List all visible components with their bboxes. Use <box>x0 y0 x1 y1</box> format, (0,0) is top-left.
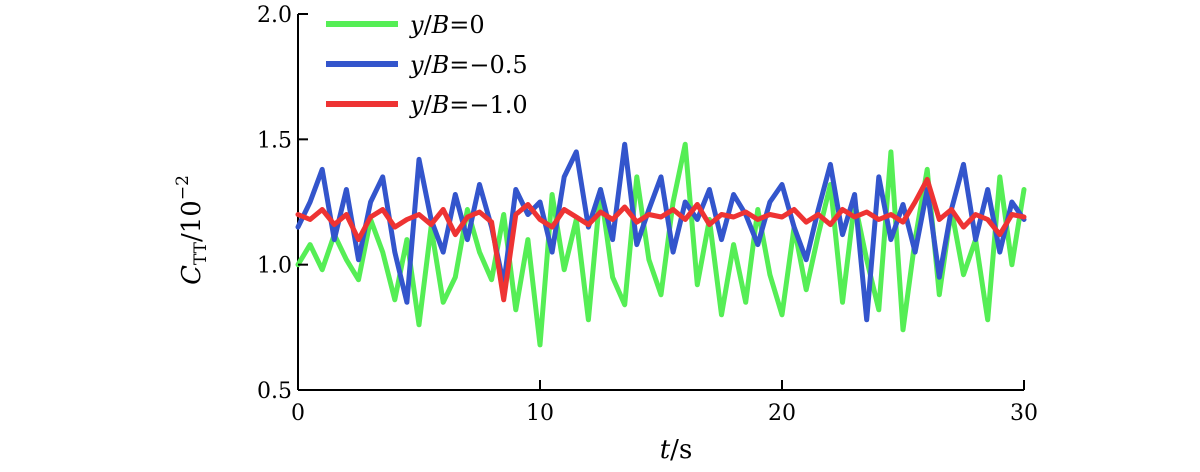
x-tick-label: 10 <box>526 401 554 426</box>
y-axis-sub: TT <box>191 241 211 265</box>
legend: y/B=0 y/B=−0.5 y/B=−1.0 <box>326 11 528 119</box>
legend-label-3: y/B=−1.0 <box>409 91 528 119</box>
y-tick-label: 1.5 <box>257 128 292 153</box>
y-tick-label: 2.0 <box>257 3 292 28</box>
legend-label-1: y/B=0 <box>409 11 485 39</box>
series-line-2 <box>295 141 1027 323</box>
x-ticks: 0 10 20 30 <box>291 380 1038 426</box>
series-layer <box>295 141 1027 348</box>
x-axis-label-text: t/s <box>660 435 693 465</box>
y-axis-exp: −2 <box>173 175 193 200</box>
series-line-1 <box>295 141 1027 348</box>
plot-area: 0.5 1.0 1.5 2.0 0 10 20 30 <box>257 3 1038 426</box>
x-axis-unit: s <box>679 435 692 465</box>
x-axis-var: t <box>660 435 671 465</box>
y-ticks: 0.5 1.0 1.5 2.0 <box>257 3 308 404</box>
x-axis-label: t/s <box>660 435 693 465</box>
y-tick-label: 1.0 <box>257 254 292 279</box>
legend-label-2: y/B=−0.5 <box>409 51 528 79</box>
y-axis-scale: 10 <box>177 200 207 233</box>
y-axis-var: C <box>177 265 207 285</box>
x-tick-label: 0 <box>291 401 305 426</box>
y-tick-label: 0.5 <box>257 379 292 404</box>
series-line-3 <box>295 176 1027 303</box>
y-axis-label-text: CTT/10−2 <box>173 175 211 285</box>
x-tick-label: 30 <box>1010 401 1038 426</box>
y-axis-label: CTT/10−2 <box>173 175 211 285</box>
x-tick-label: 20 <box>768 401 796 426</box>
